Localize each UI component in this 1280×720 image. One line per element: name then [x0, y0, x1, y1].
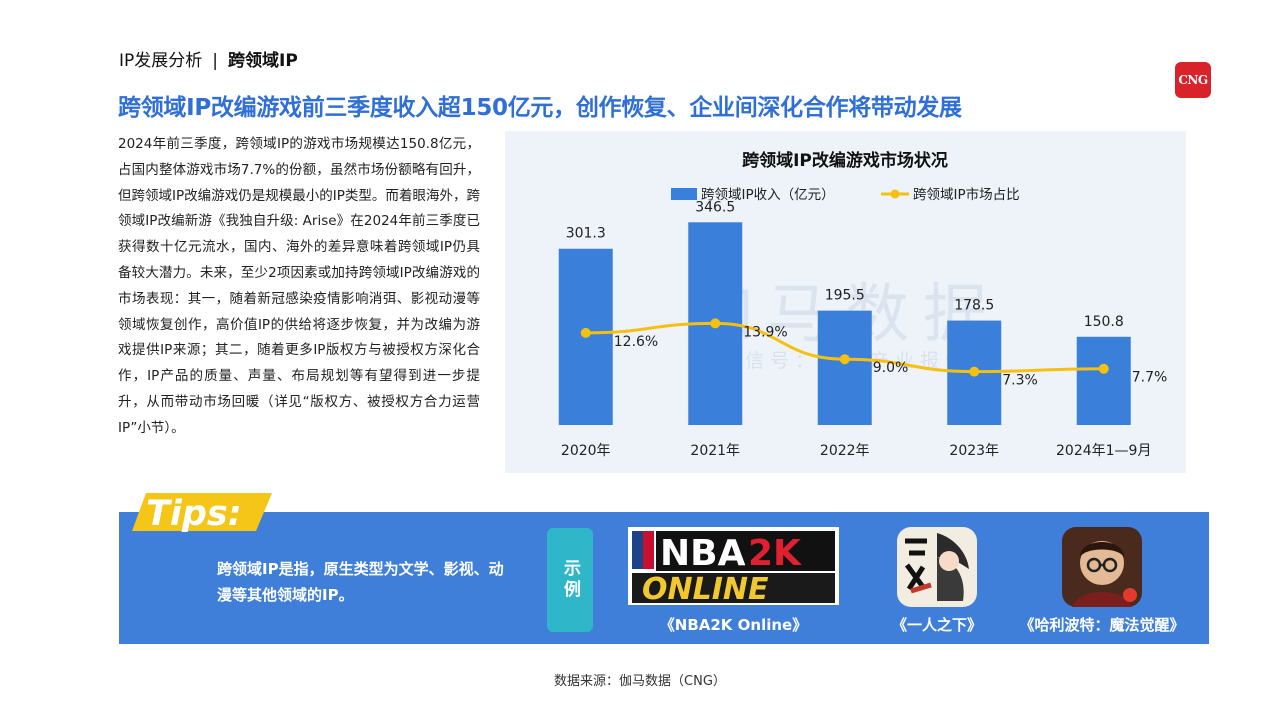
breadcrumb-section: IP发展分析: [119, 51, 203, 71]
bar: [817, 310, 872, 425]
game-label-harry-potter: 《哈利波特：魔法觉醒》: [1019, 616, 1185, 634]
svg-text:NBA: NBA: [660, 533, 746, 574]
bar-value-label: 346.5: [695, 199, 735, 215]
chart-panel: 伽马数据微信号：游戏产业报告跨领域IP改编游戏市场状况跨领域IP收入（亿元）跨领…: [505, 131, 1186, 473]
bar-value-label: 178.5: [954, 298, 994, 314]
bar-value-label: 150.8: [1084, 314, 1124, 330]
legend-line-marker: [890, 189, 900, 199]
legend-line-label: 跨领域IP市场占比: [913, 186, 1020, 203]
tips-tag-shape: [132, 493, 272, 531]
category-label: 2024年1—9月: [1056, 443, 1151, 459]
tips-tag: Tips:: [132, 493, 272, 533]
share-point: [710, 318, 721, 329]
share-point: [580, 327, 591, 338]
breadcrumb-separator: |: [212, 51, 218, 71]
page-title: 跨领域IP改编游戏前三季度收入超150亿元，创作恢复、企业间深化合作将带动发展: [118, 95, 962, 121]
category-label: 2022年: [820, 443, 870, 459]
bar-value-label: 195.5: [825, 288, 865, 304]
category-label: 2020年: [561, 443, 611, 459]
breadcrumb: IP发展分析 | 跨领域IP: [119, 46, 298, 71]
share-value-label: 13.9%: [743, 324, 787, 340]
breadcrumb-topic: 跨领域IP: [228, 51, 298, 71]
game-label-nba2k: 《NBA2K Online》: [659, 616, 808, 634]
tips-tag-label: Tips:: [146, 494, 242, 533]
share-point: [969, 366, 980, 377]
data-source: 数据来源：伽马数据（CNG）: [554, 674, 726, 689]
yirenzhixia-app-icon: [897, 527, 977, 607]
cng-logo: CNG: [1175, 62, 1211, 98]
share-value-label: 7.7%: [1132, 370, 1168, 386]
harry-potter-app-icon: [1062, 527, 1142, 607]
share-value-label: 12.6%: [614, 334, 658, 350]
share-point: [839, 354, 850, 365]
share-value-label: 9.0%: [873, 360, 909, 376]
market-chart: 伽马数据微信号：游戏产业报告跨领域IP改编游戏市场状况跨领域IP收入（亿元）跨领…: [558, 150, 1168, 459]
bar-value-label: 301.3: [566, 226, 606, 242]
legend-bar-label: 跨领域IP收入（亿元）: [701, 187, 835, 203]
svg-text:ONLINE: ONLINE: [642, 572, 769, 605]
game-label-yirenzhixia: 《一人之下》: [891, 616, 982, 634]
category-label: 2021年: [690, 443, 740, 459]
bar: [1076, 336, 1131, 425]
tips-definition: 跨领域IP是指，原生类型为文学、影视、动漫等其他领域的IP。: [217, 560, 504, 604]
body-paragraph: 2024年前三季度，跨领域IP的游戏市场规模达150.8亿元，占国内整体游戏市场…: [118, 136, 480, 436]
share-value-label: 7.3%: [1002, 373, 1038, 389]
svg-text:2K: 2K: [748, 533, 802, 574]
share-point: [1098, 363, 1109, 374]
legend-bar-swatch: [671, 188, 697, 200]
chart-title: 跨领域IP改编游戏市场状况: [742, 150, 948, 171]
example-badge-label: 示例: [560, 559, 580, 601]
category-label: 2023年: [949, 443, 999, 459]
nba2k-online-logo: NBA 2K ONLINE: [628, 527, 839, 605]
example-badge: 示例: [547, 528, 593, 632]
